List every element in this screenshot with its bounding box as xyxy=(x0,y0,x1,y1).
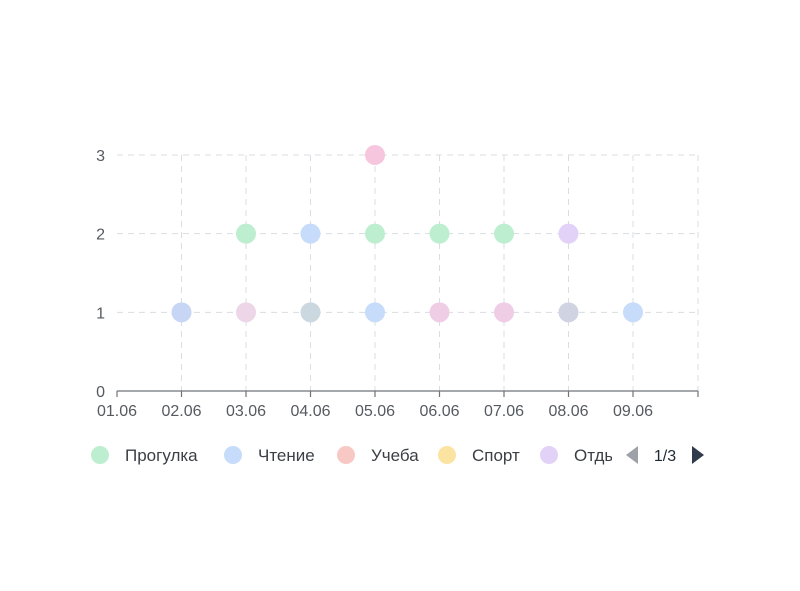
legend-items: Прогулка Чтение Учеба Спорт Отды xyxy=(91,446,617,465)
legend-label[interactable]: Спорт xyxy=(472,446,520,465)
x-tick-label: 05.06 xyxy=(355,403,395,420)
point-layer xyxy=(171,145,643,323)
scatter-point[interactable] xyxy=(365,145,385,165)
x-tick-label: 01.06 xyxy=(97,403,137,420)
x-tick-label: 07.06 xyxy=(484,403,524,420)
legend-marker[interactable] xyxy=(224,446,242,464)
scatter-point[interactable] xyxy=(300,302,321,323)
legend-page-indicator: 1/3 xyxy=(654,448,676,465)
legend-label[interactable]: Учеба xyxy=(371,446,419,465)
y-tick-label: 2 xyxy=(96,227,105,244)
x-tick-label: 03.06 xyxy=(226,403,266,420)
x-tick-label: 04.06 xyxy=(290,403,330,420)
scatter-point[interactable] xyxy=(558,223,579,244)
scatter-point[interactable] xyxy=(365,223,385,244)
legend-marker[interactable] xyxy=(438,446,456,464)
scatter-point[interactable] xyxy=(429,223,450,244)
x-tick-label: 08.06 xyxy=(548,403,588,420)
x-tick-label: 09.06 xyxy=(613,403,653,420)
y-tick-label: 0 xyxy=(96,384,105,401)
scatter-point[interactable] xyxy=(236,223,256,244)
scatter-point[interactable] xyxy=(558,302,579,323)
scatter-point[interactable] xyxy=(300,223,321,244)
legend-label[interactable]: Чтение xyxy=(258,446,315,465)
scatter-point[interactable] xyxy=(623,302,643,323)
legend-next-page-button[interactable] xyxy=(692,446,704,464)
y-tick-label: 3 xyxy=(96,148,105,165)
scatter-point[interactable] xyxy=(365,302,385,323)
y-tick-label: 1 xyxy=(96,305,105,322)
scatter-point[interactable] xyxy=(236,302,256,323)
scatter-point[interactable] xyxy=(429,302,450,323)
legend-prev-page-button[interactable] xyxy=(626,446,638,464)
legend: Прогулка Чтение Учеба Спорт Отды 1/3 xyxy=(91,446,704,465)
grid-layer xyxy=(117,154,699,391)
x-tick-label: 06.06 xyxy=(419,403,459,420)
legend-label[interactable]: Прогулка xyxy=(125,446,198,465)
scatter-point[interactable] xyxy=(494,223,514,244)
legend-marker[interactable] xyxy=(91,446,109,464)
legend-marker[interactable] xyxy=(540,446,558,464)
scatter-point[interactable] xyxy=(494,302,514,323)
legend-marker[interactable] xyxy=(337,446,355,464)
x-tick-label: 02.06 xyxy=(161,403,201,420)
legend-label[interactable]: Отды xyxy=(574,446,617,465)
axis-layer: 01.06 02.06 03.06 04.06 05.06 06.06 07.06 08.06… xyxy=(96,148,699,420)
scatter-point[interactable] xyxy=(171,302,192,323)
